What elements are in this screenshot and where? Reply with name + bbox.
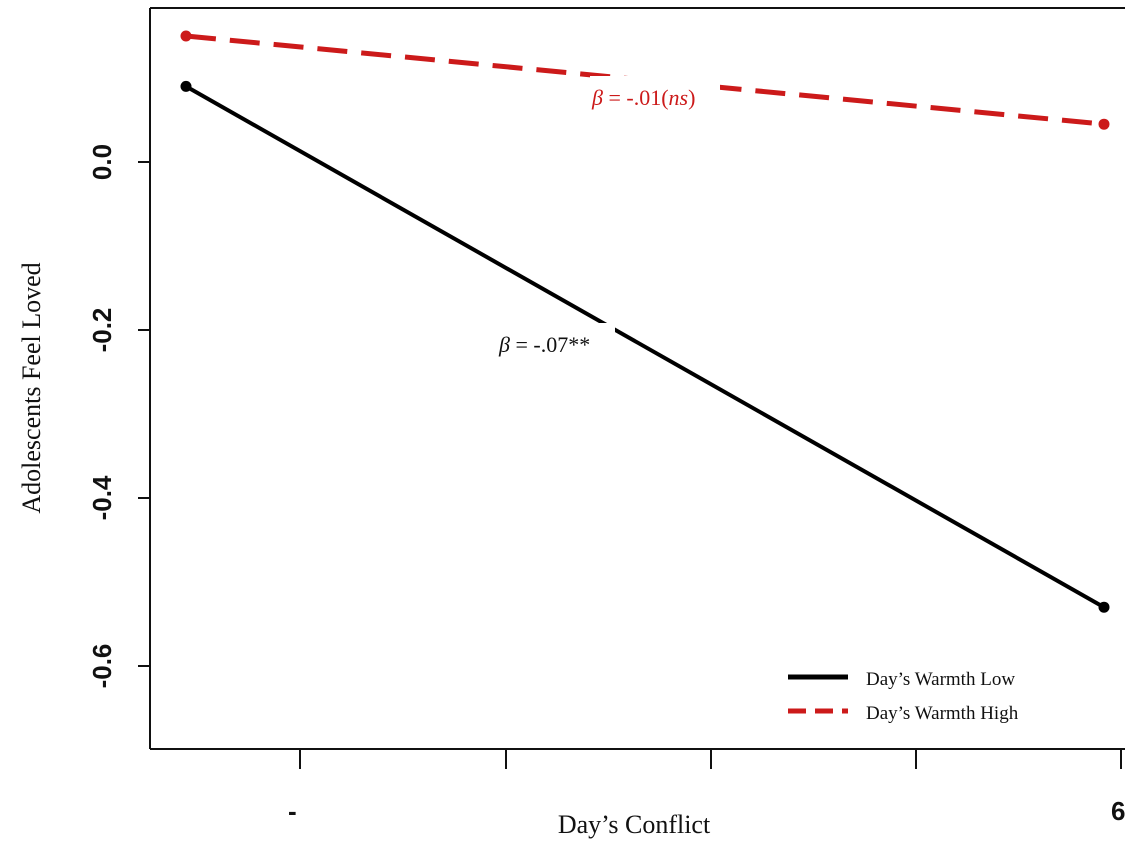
series-layer [180, 30, 1110, 613]
legend-label-low: Day’s Warmth Low [866, 669, 1015, 690]
annotation-background [590, 76, 720, 112]
data-point [180, 30, 192, 42]
legend-background [772, 655, 1125, 737]
beta-symbol: β [591, 85, 603, 110]
y-axis-title: Adolescents Feel Loved [17, 262, 46, 513]
beta-annotation-low: β = -.07** [498, 332, 590, 357]
ns-text: ns [669, 85, 689, 110]
data-point [1098, 601, 1110, 613]
y-axis: 0.0 -0.2 -0.4 -0.6 [87, 144, 150, 688]
data-point [180, 80, 192, 92]
legend-label-high: Day’s Warmth High [866, 703, 1019, 724]
legend: Day’s Warmth Low Day’s Warmth High [772, 655, 1125, 737]
beta-annotation-high: β = -.01(ns) [591, 85, 695, 110]
close-paren: ) [688, 85, 695, 110]
annotation-background [497, 323, 615, 361]
y-tick-label: 0.0 [87, 144, 117, 180]
x-axis [299, 750, 1122, 769]
beta-value-text: = -.01( [603, 85, 669, 110]
beta-symbol: β [498, 332, 510, 357]
x-tick-label: - [288, 796, 297, 826]
beta-value-text: = -.07** [510, 332, 590, 357]
data-point [1098, 118, 1110, 130]
y-tick-label: -0.6 [87, 644, 117, 689]
x-axis-title: Day’s Conflict [558, 810, 711, 839]
y-tick-label: -0.2 [87, 308, 117, 353]
y-tick-label: -0.4 [87, 475, 117, 520]
series-line-low [185, 84, 1105, 609]
x-tick-label: 6 [1111, 796, 1125, 826]
plot-frame [149, 7, 1125, 750]
